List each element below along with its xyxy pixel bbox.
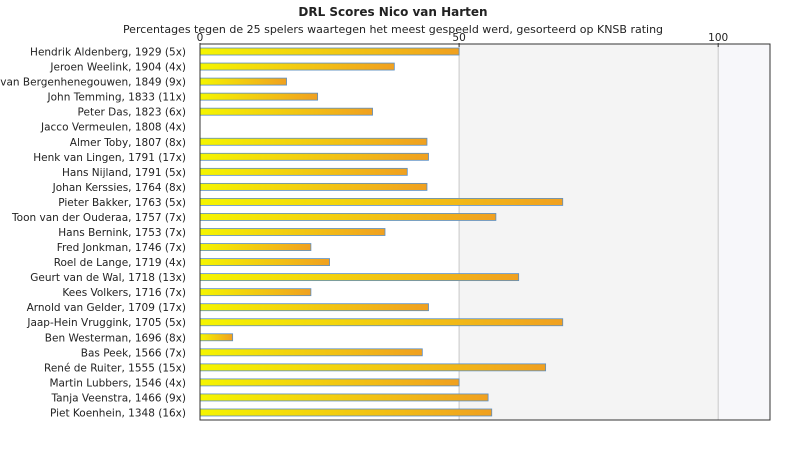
category-label: Roel de Lange, 1719 (4x) <box>54 257 186 269</box>
bar <box>199 273 520 282</box>
bar <box>199 258 330 266</box>
bar <box>199 213 497 221</box>
bar <box>199 408 493 417</box>
category-label: Kees Volkers, 1716 (7x) <box>62 287 186 299</box>
bar <box>199 333 234 342</box>
bar <box>199 198 564 206</box>
bar <box>199 363 547 372</box>
category-label: Ben Westerman, 1696 (8x) <box>45 332 186 344</box>
bar <box>199 288 312 297</box>
category-label: Jeroen Weelink, 1904 (4x) <box>49 62 186 74</box>
bar <box>199 348 423 357</box>
category-label: Tanja Veenstra, 1466 (9x) <box>50 392 186 404</box>
category-label: Fred Jonkman, 1746 (7x) <box>57 242 186 254</box>
bar <box>199 62 395 71</box>
category-label: Peter Das, 1823 (6x) <box>78 107 186 119</box>
bar <box>199 393 489 402</box>
bar <box>199 228 386 236</box>
category-label: Johan Kerssies, 1764 (8x) <box>52 182 186 194</box>
bar <box>199 77 287 86</box>
background-band <box>459 44 719 420</box>
bar <box>199 182 428 191</box>
background-band <box>718 44 770 420</box>
x-tick-label: 50 <box>452 32 465 44</box>
bar <box>199 47 460 56</box>
bar <box>199 107 373 116</box>
bar <box>199 303 429 312</box>
category-label: Piet Koenhein, 1348 (16x) <box>50 407 186 419</box>
category-label: Jaap-Hein Vruggink, 1705 (5x) <box>26 317 186 329</box>
category-label: Geurt van de Wal, 1718 (13x) <box>30 272 186 284</box>
category-label: Pieter Bakker, 1763 (5x) <box>58 197 186 209</box>
plot-area: 0 50 100 Hendrik Aldenberg, 1929 (5x) Jeroen… <box>0 32 771 421</box>
bar <box>199 243 312 251</box>
category-label: Arnold van Gelder, 1709 (17x) <box>27 302 186 314</box>
bar <box>199 92 319 101</box>
category-label: René de Ruiter, 1555 (15x) <box>44 362 186 374</box>
category-label: Hans Bernink, 1753 (7x) <box>58 227 186 239</box>
bar <box>199 378 460 387</box>
category-label: Martin Lubbers, 1546 (4x) <box>49 377 186 389</box>
category-label: van Bergenhenegouwen, 1849 (9x) <box>0 77 186 89</box>
x-tick-label: 100 <box>708 32 728 44</box>
chart-title: DRL Scores Nico van Harten <box>298 5 487 19</box>
bar <box>199 318 564 327</box>
category-label: Hendrik Aldenberg, 1929 (5x) <box>30 47 186 59</box>
plot-frame <box>199 43 771 421</box>
bar <box>199 167 408 176</box>
category-label: Almer Toby, 1807 (8x) <box>70 137 186 149</box>
category-label: Toon van der Ouderaa, 1757 (7x) <box>11 212 186 224</box>
category-label: Jacco Vermeulen, 1808 (4x) <box>40 122 186 134</box>
category-label: Bas Peek, 1566 (7x) <box>81 347 186 359</box>
chart-subtitle: Percentages tegen de 25 spelers waartege… <box>123 23 663 36</box>
x-tick-label: 0 <box>197 32 204 44</box>
category-label: John Temming, 1833 (11x) <box>47 92 186 104</box>
bar <box>199 137 428 146</box>
bar <box>199 152 429 161</box>
category-label: Henk van Lingen, 1791 (17x) <box>33 152 186 164</box>
category-label: Hans Nijland, 1791 (5x) <box>62 167 186 179</box>
